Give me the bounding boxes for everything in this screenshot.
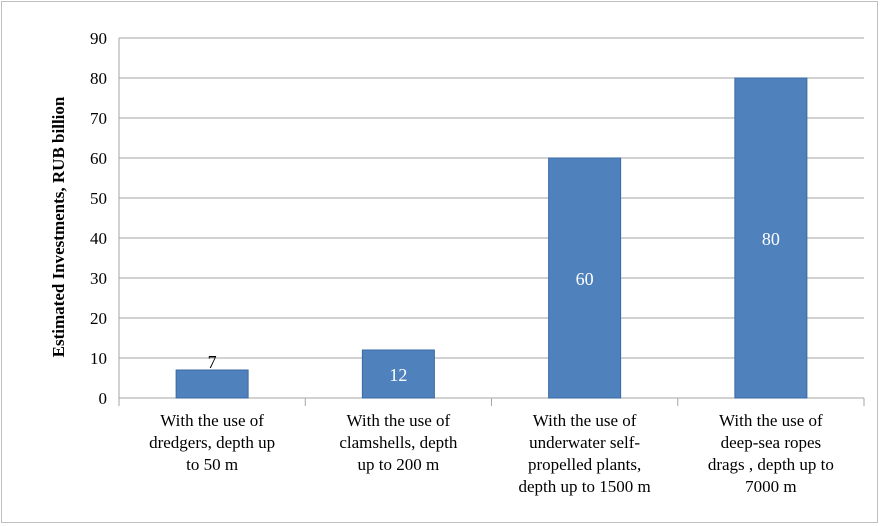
- x-category-labels: With the use of dredgers, depth up to 50 m…: [149, 411, 834, 496]
- gridlines: [118, 37, 865, 406]
- bar: [175, 369, 249, 399]
- bar: [361, 349, 435, 399]
- data-label: 80: [762, 229, 780, 249]
- x-category-label: With the use of dredgers, depth up to 50 m: [149, 411, 275, 474]
- y-tick-label: 80: [90, 69, 107, 88]
- data-label: 60: [576, 269, 594, 289]
- y-tick-labels: 0 10 20 30 40 50 60 70 80 90: [90, 29, 107, 408]
- x-category-label: With the use of underwater self-propelled…: [519, 411, 651, 496]
- y-tick-label: 10: [90, 349, 107, 368]
- y-tick-label: 40: [90, 229, 107, 248]
- y-tick-label: 90: [90, 29, 107, 48]
- bar: [734, 77, 808, 399]
- y-tick-label: 70: [90, 109, 107, 128]
- y-tick-label: 60: [90, 149, 107, 168]
- y-tick-label: 20: [90, 309, 107, 328]
- y-tick-label: 30: [90, 269, 107, 288]
- data-labels: 7 12 60 80: [208, 229, 780, 385]
- x-category-label: With the use of clamshells, depth up to 20…: [339, 411, 458, 474]
- y-axis-label: Estimated Investments, RUB billion: [49, 96, 68, 357]
- y-tick-label: 50: [90, 189, 107, 208]
- data-label: 12: [389, 365, 407, 385]
- bar: [548, 157, 622, 399]
- data-label: 7: [208, 352, 217, 372]
- y-tick-label: 0: [99, 389, 108, 408]
- x-category-label: With the use of deep-sea ropes drags , dep…: [708, 411, 834, 496]
- bars: [175, 77, 808, 399]
